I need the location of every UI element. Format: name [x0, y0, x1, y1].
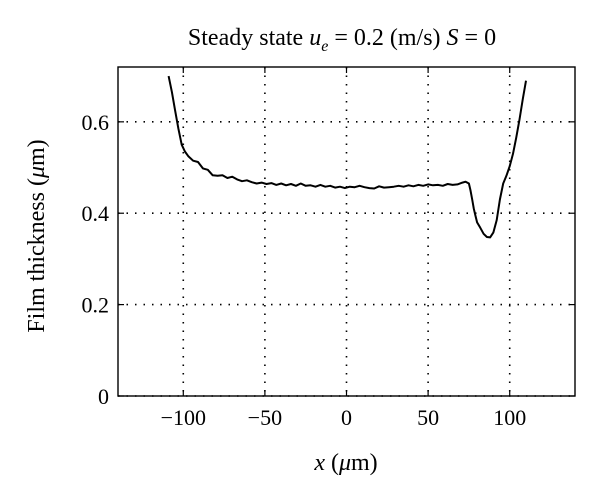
x-tick-label: −100 — [161, 405, 206, 430]
tick-marks — [118, 67, 575, 397]
y-tick-label: 0.6 — [82, 110, 110, 135]
series-layer — [167, 75, 527, 239]
x-tick-label: 100 — [493, 405, 526, 430]
chart-title: Steady state ue = 0.2 (m/s) S = 0 — [188, 25, 496, 55]
y-tick-label: 0 — [98, 384, 109, 409]
grid-lines — [118, 67, 575, 397]
y-tick-labels: 0 0.2 0.4 0.6 — [82, 110, 110, 409]
x-tick-labels: −100 −50 0 50 100 — [161, 405, 527, 430]
x-tick-label: 0 — [341, 405, 352, 430]
film-thickness-line — [167, 75, 527, 239]
plot-frame — [117, 66, 576, 397]
y-tick-label: 0.4 — [82, 201, 110, 226]
y-axis-label: Film thickness (μm) — [24, 139, 50, 332]
x-tick-label: −50 — [248, 405, 282, 430]
y-tick-label: 0.2 — [82, 293, 110, 318]
x-axis-label: x (μm) — [313, 450, 377, 476]
x-tick-label: 50 — [417, 405, 439, 430]
